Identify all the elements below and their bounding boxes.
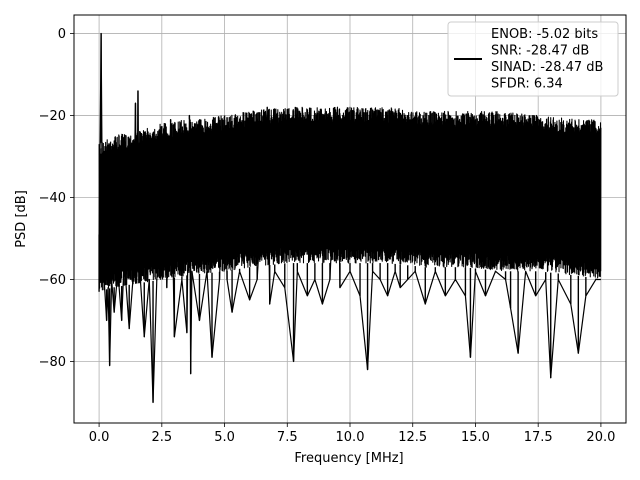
psd-noise-band	[98, 106, 602, 291]
y-tick-label: 0	[58, 27, 66, 42]
x-tick-label: 2.5	[151, 430, 172, 445]
psd-series-line	[98, 32, 601, 404]
x-axis-title: Frequency [MHz]	[294, 451, 403, 466]
x-axis: 0.0 2.5 5.0 7.5 10.0 12.5 15.0 17.5 20.0	[89, 423, 615, 445]
x-tick-label: 0.0	[89, 430, 110, 445]
plot-area	[98, 32, 602, 404]
legend-entry-text: ENOB: -5.02 bits	[491, 27, 598, 42]
legend-entry-text: SNR: -28.47 dB	[491, 44, 589, 59]
legend-entry-text: SFDR: 6.34	[491, 77, 563, 92]
y-tick-label: −80	[39, 355, 66, 370]
x-tick-label: 7.5	[277, 430, 298, 445]
x-tick-label: 17.5	[524, 430, 553, 445]
x-tick-label: 12.5	[398, 430, 427, 445]
x-tick-label: 5.0	[214, 430, 235, 445]
x-tick-label: 15.0	[461, 430, 490, 445]
y-axis: 0 −20 −40 −60 −80	[39, 27, 74, 370]
y-tick-label: −60	[39, 273, 66, 288]
legend-entry-text: SINAD: -28.47 dB	[491, 60, 603, 75]
y-tick-label: −40	[39, 191, 66, 206]
legend-box	[447, 21, 619, 97]
x-tick-label: 20.0	[586, 430, 615, 445]
y-axis-title: PSD [dB]	[14, 190, 29, 248]
x-tick-label: 10.0	[336, 430, 365, 445]
y-tick-label: −20	[39, 109, 66, 124]
